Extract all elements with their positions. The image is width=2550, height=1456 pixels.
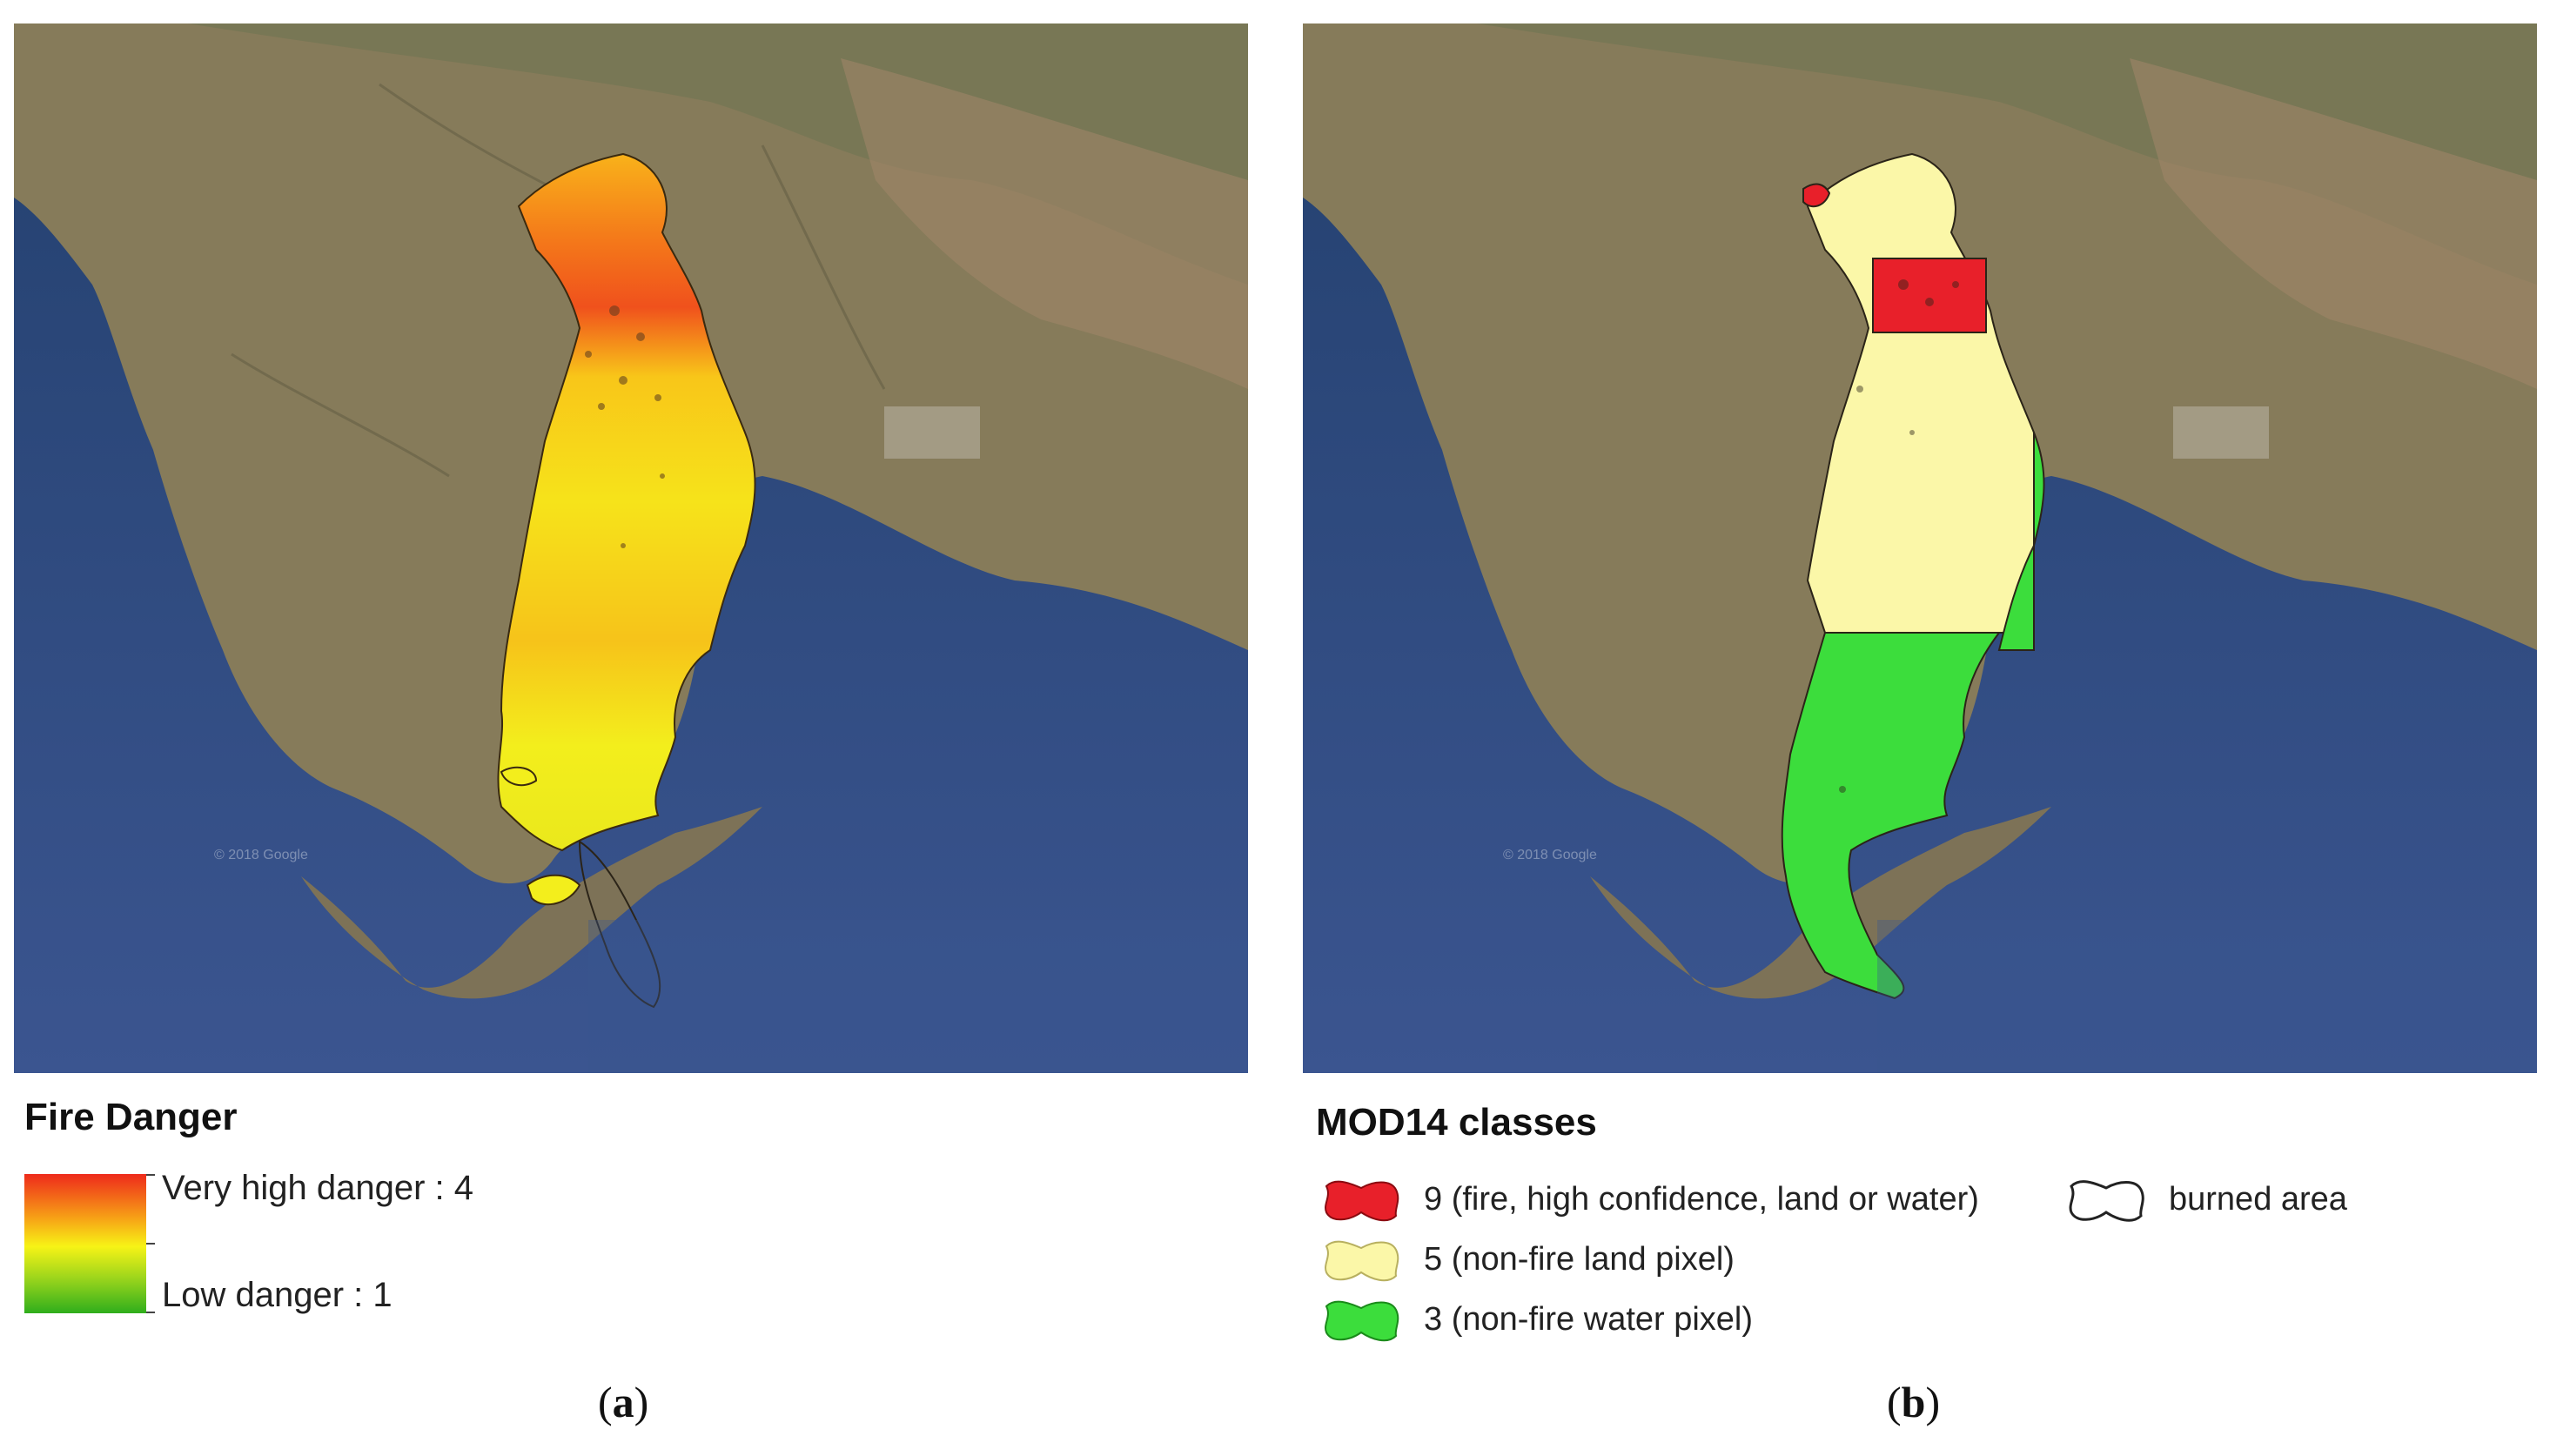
- map-attribution: © 2018 Google: [214, 848, 308, 862]
- outline-swatch-icon: [2069, 1180, 2144, 1222]
- fire-danger-color-ramp: [24, 1174, 146, 1313]
- legend-label-fire: 9 (fire, high confidence, land or water): [1424, 1181, 1979, 1218]
- legend-item-burned-area: burned area: [2066, 1174, 2347, 1225]
- mod14-legend-title: MOD14 classes: [1316, 1101, 1597, 1144]
- legend-item-fire: 9 (fire, high confidence, land or water): [1321, 1174, 1979, 1225]
- fire-danger-legend-title: Fire Danger: [24, 1096, 238, 1138]
- yellow-swatch-icon: [1325, 1240, 1399, 1282]
- legend-label-water: 3 (non-fire water pixel): [1424, 1301, 1754, 1338]
- panel-a-caption: (a): [598, 1378, 649, 1426]
- red-swatch-icon: [1325, 1180, 1399, 1222]
- panel-a-letter: a: [612, 1378, 634, 1426]
- legend-label-land: 5 (non-fire land pixel): [1424, 1241, 1735, 1278]
- fire-danger-map: © 2018 Google: [14, 23, 1248, 1073]
- ramp-tick-low: [146, 1312, 155, 1313]
- legend-item-water: 3 (non-fire water pixel): [1321, 1294, 1753, 1345]
- ramp-tick-high: [146, 1174, 155, 1176]
- ramp-high-label: Very high danger : 4: [162, 1169, 474, 1207]
- mod14-classes-map: © 2018 Google: [1303, 23, 2537, 1073]
- legend-label-burned-area: burned area: [2169, 1181, 2347, 1218]
- legend-item-land: 5 (non-fire land pixel): [1321, 1234, 1735, 1285]
- panel-b-caption: (b): [1887, 1378, 1941, 1426]
- ramp-tick-mid: [146, 1243, 155, 1245]
- ramp-low-label: Low danger : 1: [162, 1276, 393, 1314]
- green-swatch-icon: [1325, 1300, 1399, 1342]
- map-attribution-b: © 2018 Google: [1503, 848, 1597, 862]
- panel-b-letter: b: [1901, 1378, 1926, 1426]
